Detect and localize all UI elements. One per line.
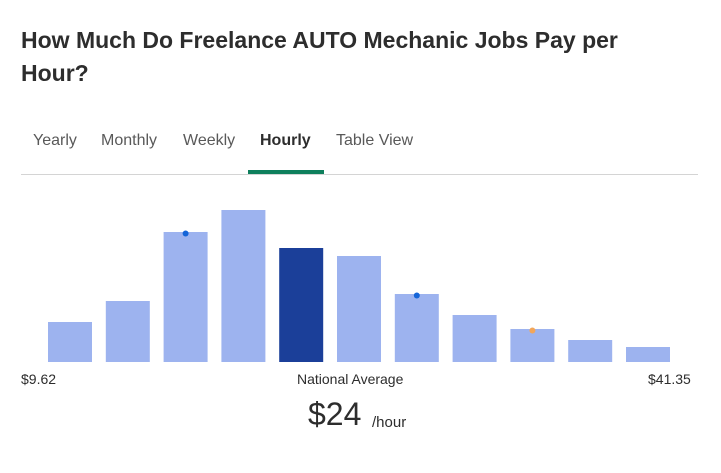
national-average-label: National Average: [297, 371, 404, 387]
bar[interactable]: [568, 340, 613, 362]
page-title: How Much Do Freelance AUTO Mechanic Jobs…: [21, 27, 618, 86]
tab-yearly[interactable]: Yearly: [33, 132, 77, 149]
active-tab-indicator: [248, 170, 324, 174]
bar-marker-dot: [182, 230, 189, 237]
bar[interactable]: [48, 322, 92, 362]
axis-min-label: $9.62: [21, 371, 57, 387]
tab-monthly[interactable]: Monthly: [101, 132, 158, 149]
bar[interactable]: [105, 301, 150, 362]
bar-national-average[interactable]: [279, 248, 324, 362]
bar-marker-dot: [413, 292, 420, 299]
bar[interactable]: [394, 294, 439, 362]
bar[interactable]: [626, 347, 670, 362]
bar[interactable]: [221, 210, 266, 362]
bar[interactable]: [163, 232, 208, 362]
tab-table-view[interactable]: Table View: [336, 132, 414, 149]
axis-max-label: $41.35: [648, 371, 691, 387]
bar[interactable]: [452, 315, 497, 362]
average-pay-unit: /hour: [372, 414, 407, 431]
bar[interactable]: [337, 256, 381, 362]
tab-weekly[interactable]: Weekly: [183, 132, 236, 149]
bar[interactable]: [510, 329, 555, 362]
average-pay-value: $24: [308, 396, 362, 432]
bar-marker-dot: [529, 327, 536, 334]
pay-period-tabs: Yearly Monthly Weekly Hourly Table View: [21, 118, 698, 175]
tab-hourly[interactable]: Hourly: [260, 132, 311, 149]
pay-distribution-chart: [48, 210, 670, 362]
